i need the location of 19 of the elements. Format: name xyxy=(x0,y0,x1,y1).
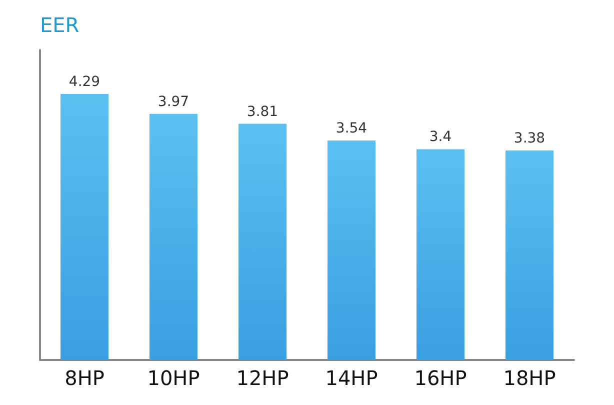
bar xyxy=(60,94,108,360)
x-tick-label: 12HP xyxy=(236,366,289,390)
x-tick-label: 14HP xyxy=(325,366,378,390)
x-tick-label: 16HP xyxy=(414,366,467,390)
data-label: 3.4 xyxy=(429,129,452,146)
bar xyxy=(238,124,286,360)
bar xyxy=(150,114,198,360)
y-axis-title: EER xyxy=(40,13,80,37)
bar xyxy=(328,140,376,360)
data-label: 3.54 xyxy=(336,120,368,137)
x-tick-label: 8HP xyxy=(64,366,104,390)
x-tick-label: 18HP xyxy=(503,366,556,390)
data-label: 3.81 xyxy=(246,104,278,120)
data-label: 3.97 xyxy=(158,94,190,110)
bar xyxy=(506,150,554,360)
bar xyxy=(416,149,464,360)
data-label: 3.38 xyxy=(514,130,546,146)
data-label: 4.29 xyxy=(68,74,100,90)
x-tick-label: 10HP xyxy=(147,366,200,390)
